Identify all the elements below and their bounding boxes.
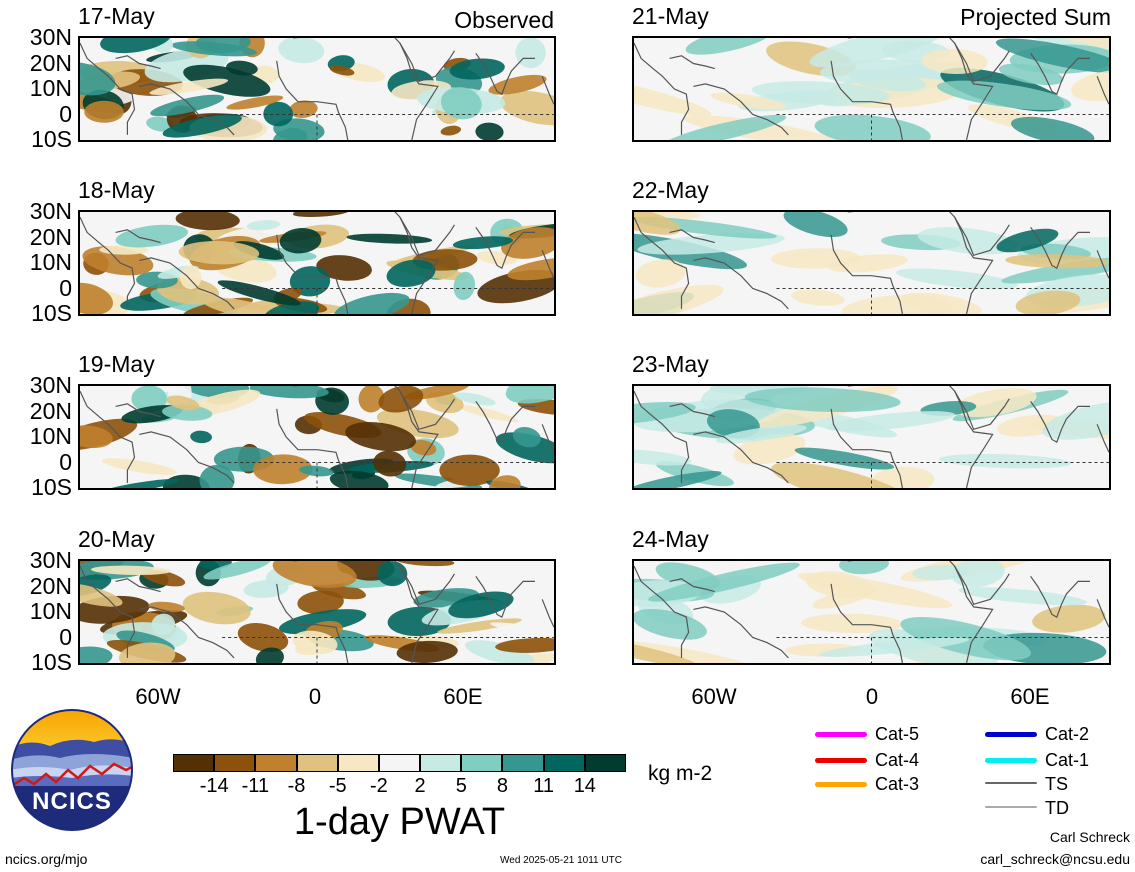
storm-legend-line-cat-5 <box>815 732 867 737</box>
lat-label-left-3-2: 10N <box>29 598 72 624</box>
colorbar-tick-3: -5 <box>328 775 347 797</box>
lat-label-left-3-3: 0 <box>59 623 72 650</box>
colorbar-swatch-1 <box>214 754 256 772</box>
colorbar-tick-6: 5 <box>455 775 467 797</box>
storm-legend-label-cat-4: Cat-4 <box>875 750 920 770</box>
ncics-logo: NCICS <box>10 708 134 832</box>
lat-label-left-2-0: 30N <box>29 372 72 398</box>
storm-legend-line-cat-3 <box>815 782 867 787</box>
colorbar-swatch-2 <box>255 754 297 772</box>
storm-legend-label-cat-5: Cat-5 <box>875 724 920 744</box>
panel-date-left-2: 19-May <box>78 351 155 377</box>
pwat-map-right-1 <box>632 210 1111 316</box>
colorbar-swatch-8 <box>502 754 544 772</box>
lon-label-0-right: 0 <box>865 684 879 709</box>
footer-url[interactable]: ncics.org/mjo <box>5 851 88 867</box>
colorbar-swatch-3 <box>296 754 338 772</box>
lat-label-left-0-4: 10S <box>31 126 72 152</box>
panel-date-left-1: 18-May <box>78 177 155 203</box>
lon-label-60w-right: 60W <box>691 684 737 709</box>
lat-label-left-1-4: 10S <box>31 300 72 326</box>
storm-legend-label-td: TD <box>1045 798 1069 818</box>
storm-legend-label-cat-3: Cat-3 <box>875 774 920 794</box>
storm-legend-line-cat-4 <box>815 758 867 763</box>
colorbar-swatch-6 <box>420 754 462 772</box>
panel-date-right-0: 21-May <box>632 3 709 29</box>
colorbar-swatch-9 <box>543 754 585 772</box>
lon-label-60e-left: 60E <box>443 684 483 709</box>
colorbar-tick-4: -2 <box>370 775 388 797</box>
panel-date-right-3: 24-May <box>632 526 709 552</box>
lat-label-left-0-3: 0 <box>59 100 72 127</box>
colorbar-tick-9: 14 <box>573 775 596 797</box>
colorbar-units: kg m-2 <box>648 762 713 785</box>
lat-label-left-0-0: 30N <box>29 24 72 50</box>
colorbar-swatch-0 <box>173 754 215 772</box>
lon-label-60w-left: 60W <box>135 684 181 709</box>
projected-sum-header: Projected Sum <box>960 4 1111 30</box>
storm-legend-line-td <box>985 806 1037 808</box>
colorbar-tick-7: 8 <box>496 775 509 797</box>
colorbar-tick-1: -11 <box>241 775 270 797</box>
colorbar-swatch-5 <box>378 754 421 772</box>
panel-date-right-2: 23-May <box>632 351 709 377</box>
lon-label-60e-right: 60E <box>1010 684 1050 709</box>
colorbar-tick-2: -8 <box>287 775 306 797</box>
lat-label-left-1-2: 10N <box>29 249 72 275</box>
lat-label-left-0-2: 10N <box>29 75 72 101</box>
colorbar-swatch-4 <box>337 754 379 772</box>
panel-date-left-3: 20-May <box>78 526 155 552</box>
footer-author: Carl Schreck <box>1049 829 1130 845</box>
lat-label-left-3-4: 10S <box>31 649 72 675</box>
lat-label-left-3-0: 30N <box>29 547 72 573</box>
pwat-map-right-3 <box>632 559 1111 665</box>
storm-legend-label-cat-2: Cat-2 <box>1045 724 1090 744</box>
lat-label-left-2-1: 20N <box>29 397 72 424</box>
storm-legend-line-ts <box>985 782 1037 784</box>
colorbar-tick-5: 2 <box>414 775 426 797</box>
pwat-map-left-2 <box>78 384 556 490</box>
observed-header: Observed <box>454 7 554 33</box>
logo-text: NCICS <box>32 788 112 815</box>
colorbar-swatch-7 <box>461 754 503 772</box>
footer-email[interactable]: carl_schreck@ncsu.edu <box>980 851 1130 867</box>
lon-label-0-left: 0 <box>308 684 322 709</box>
pwat-map-right-0 <box>632 36 1111 142</box>
pwat-map-left-3 <box>78 559 556 665</box>
pwat-map-left-1 <box>78 210 556 316</box>
panel-date-right-1: 22-May <box>632 177 709 203</box>
lat-label-left-1-1: 20N <box>29 223 72 250</box>
lat-label-left-1-3: 0 <box>59 274 72 301</box>
pwat-map-left-0 <box>78 36 556 142</box>
colorbar-title: 1-day PWAT <box>293 801 506 843</box>
colorbar-swatch-10 <box>584 754 626 772</box>
storm-legend-label-cat-1: Cat-1 <box>1045 750 1090 770</box>
lat-label-left-2-4: 10S <box>31 474 72 500</box>
lat-label-left-2-3: 0 <box>59 448 72 475</box>
storm-legend-line-cat-1 <box>985 758 1037 763</box>
lat-label-left-1-0: 30N <box>29 198 72 224</box>
lat-label-left-0-1: 20N <box>29 49 72 76</box>
lat-label-left-3-1: 20N <box>29 572 72 599</box>
storm-legend-label-ts: TS <box>1045 774 1069 794</box>
colorbar-tick-8: 11 <box>533 775 554 797</box>
lat-label-left-2-2: 10N <box>29 423 72 449</box>
storm-legend-line-cat-2 <box>985 732 1037 737</box>
pwat-map-right-2 <box>632 384 1111 490</box>
footer-timestamp: Wed 2025-05-21 1011 UTC <box>500 855 622 866</box>
panel-date-left-0: 17-May <box>78 3 155 29</box>
colorbar <box>173 754 626 772</box>
colorbar-tick-0: -14 <box>199 775 229 797</box>
